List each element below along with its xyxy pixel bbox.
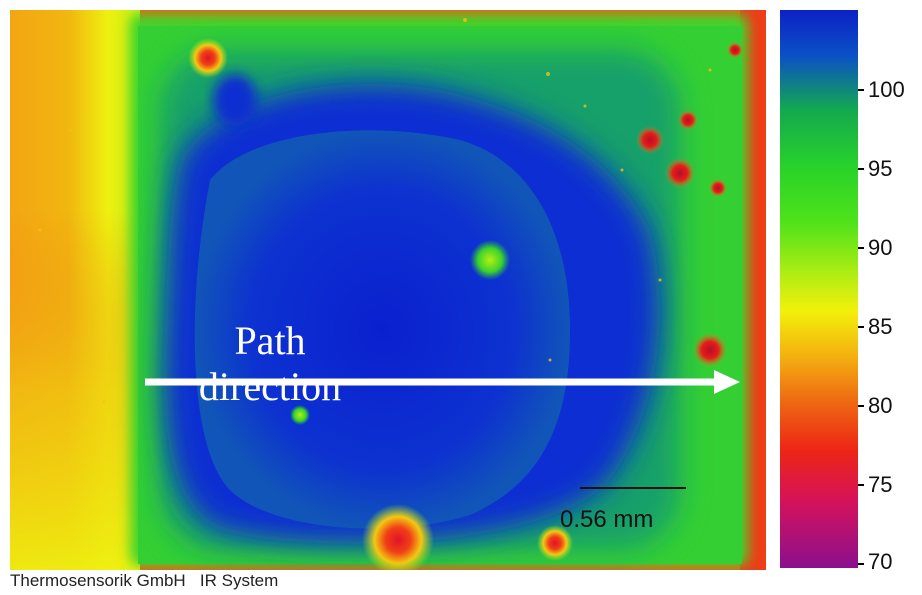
scale-bar-label: 0.56 mm (560, 506, 654, 533)
temperature-colorbar (780, 10, 858, 568)
colorbar-tick-label: 80 (868, 393, 893, 418)
colorbar-tick (858, 405, 864, 407)
scale-bar (580, 487, 686, 489)
colorbar-tick (858, 484, 864, 486)
footer-caption: Thermosensorik GmbH IR System (10, 571, 279, 590)
colorbar-tick (858, 168, 864, 170)
path-label-line2: direction (198, 364, 342, 409)
colorbar-tick-label: 85 (868, 314, 893, 339)
colorbar-tick-label: 100 (868, 77, 905, 102)
colorbar-tick-label: 70 (868, 549, 893, 574)
colorbar-tick (858, 326, 864, 328)
path-label-line1: Path (234, 318, 306, 363)
path-direction-label: Path direction (150, 318, 390, 410)
colorbar-tick (858, 563, 864, 565)
colorbar-tick-label: 95 (868, 156, 893, 181)
colorbar-tick-label: 75 (868, 472, 893, 497)
path-arrow-head (714, 370, 740, 394)
thermal-image (10, 10, 766, 570)
colorbar-tick (858, 89, 864, 91)
colorbar-tick-label: 90 (868, 235, 893, 260)
thermal-map (10, 10, 766, 570)
colorbar-tick (858, 247, 864, 249)
